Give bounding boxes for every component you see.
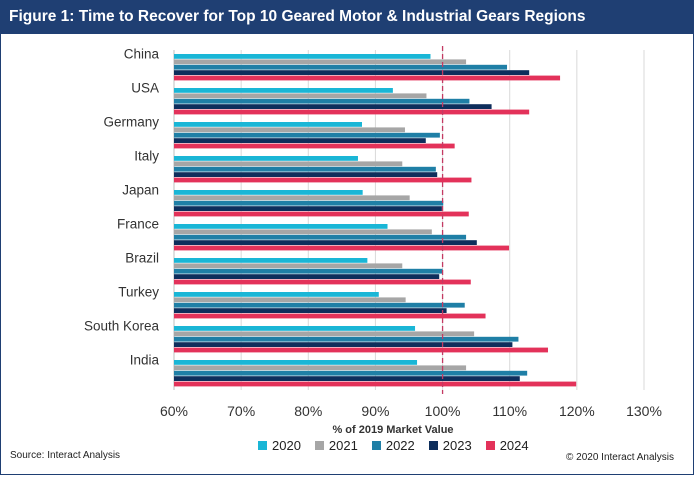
bar-2022-japan xyxy=(174,200,444,206)
bar-2021-italy xyxy=(174,161,403,167)
bar-2020-india xyxy=(174,360,418,365)
bar-2021-brazil xyxy=(174,263,403,269)
bar-2022-china xyxy=(174,64,508,70)
bar-2023-italy xyxy=(174,172,438,177)
bar-2023-japan xyxy=(174,206,442,211)
bar-2023-south-korea xyxy=(174,342,513,347)
bar-2023-turkey xyxy=(174,308,447,313)
bar-2024-south-korea xyxy=(174,347,548,353)
legend-label: 2020 xyxy=(272,438,301,453)
bar-2021-india xyxy=(174,365,467,371)
bar-2022-india xyxy=(174,370,528,376)
x-tick-label: 70% xyxy=(227,403,255,419)
x-tick-label: 60% xyxy=(160,403,188,419)
category-label: Italy xyxy=(134,149,159,164)
bar-2023-brazil xyxy=(174,274,440,279)
category-label: Japan xyxy=(122,183,159,198)
bar-2024-france xyxy=(174,245,510,251)
category-label: Germany xyxy=(103,115,159,130)
bar-2022-brazil xyxy=(174,268,443,274)
x-tick-label: 120% xyxy=(559,403,595,419)
bar-2020-japan xyxy=(174,190,363,195)
copyright-note: © 2020 Interact Analysis xyxy=(566,452,674,463)
legend-swatch xyxy=(485,441,495,450)
legend-label: 2024 xyxy=(499,438,529,453)
x-axis-label: % of 2019 Market Value xyxy=(332,424,453,436)
chart-title: Figure 1: Time to Recover for Top 10 Gea… xyxy=(9,8,586,25)
x-tick-label: 80% xyxy=(294,403,322,419)
category-label: Turkey xyxy=(118,285,159,300)
legend-swatch xyxy=(314,441,324,450)
legend-label: 2021 xyxy=(328,438,358,453)
bar-2022-germany xyxy=(174,132,440,138)
category-label: South Korea xyxy=(84,319,160,334)
legend-swatch xyxy=(371,441,381,450)
legend-label: 2023 xyxy=(442,438,472,453)
bar-2020-france xyxy=(174,224,388,229)
legend-item-2020: 2020 xyxy=(258,438,301,453)
bar-2024-turkey xyxy=(174,313,486,319)
legend-swatch xyxy=(428,441,438,450)
bar-2020-usa xyxy=(174,88,393,93)
bar-2023-france xyxy=(174,240,477,245)
bar-2021-germany xyxy=(174,127,405,133)
bar-2021-japan xyxy=(174,195,410,201)
category-label: France xyxy=(117,217,159,232)
bar-2024-japan xyxy=(174,211,469,217)
x-tick-label: 100% xyxy=(425,403,461,419)
legend: 2020 2021 2022 2023 2024 xyxy=(258,438,529,453)
bar-2023-india xyxy=(174,376,520,381)
bar-2022-turkey xyxy=(174,302,465,308)
category-label: China xyxy=(124,47,160,62)
legend-item-2023: 2023 xyxy=(428,438,472,453)
bar-2020-china xyxy=(174,54,431,59)
bar-2022-usa xyxy=(174,98,470,104)
legend-item-2022: 2022 xyxy=(371,438,415,453)
bar-2021-china xyxy=(174,59,467,65)
bar-2024-italy xyxy=(174,177,472,183)
bar-2022-france xyxy=(174,234,467,240)
bar-2021-usa xyxy=(174,93,427,99)
x-tick-label: 110% xyxy=(492,403,527,419)
bar-2024-usa xyxy=(174,109,530,115)
bar-2023-germany xyxy=(174,138,426,143)
x-tick-label: 130% xyxy=(626,403,662,419)
bar-2022-italy xyxy=(174,166,436,172)
legend-item-2021: 2021 xyxy=(314,438,358,453)
x-tick-label: 90% xyxy=(361,403,389,419)
bar-2023-china xyxy=(174,70,530,75)
bar-2024-germany xyxy=(174,143,455,149)
bar-2020-south-korea xyxy=(174,326,416,331)
category-label: India xyxy=(130,353,160,368)
bar-2024-china xyxy=(174,75,561,81)
title-bar: Figure 1: Time to Recover for Top 10 Gea… xyxy=(1,1,693,34)
bar-2020-germany xyxy=(174,122,362,127)
bar-2020-italy xyxy=(174,156,358,161)
category-label: USA xyxy=(131,81,159,96)
legend-swatch xyxy=(258,441,267,450)
bar-2020-brazil xyxy=(174,258,368,263)
category-label: Brazil xyxy=(125,251,159,266)
bar-2023-usa xyxy=(174,104,492,109)
bar-2021-france xyxy=(174,229,432,235)
bar-2020-turkey xyxy=(174,292,379,297)
bar-2021-south-korea xyxy=(174,331,475,337)
bar-2024-brazil xyxy=(174,279,471,285)
legend-item-2024: 2024 xyxy=(485,438,529,453)
legend-label: 2022 xyxy=(385,438,415,453)
source-note: Source: Interact Analysis xyxy=(10,450,121,461)
bar-2021-turkey xyxy=(174,297,406,303)
bar-2022-south-korea xyxy=(174,336,519,342)
bar-2024-india xyxy=(174,381,577,387)
